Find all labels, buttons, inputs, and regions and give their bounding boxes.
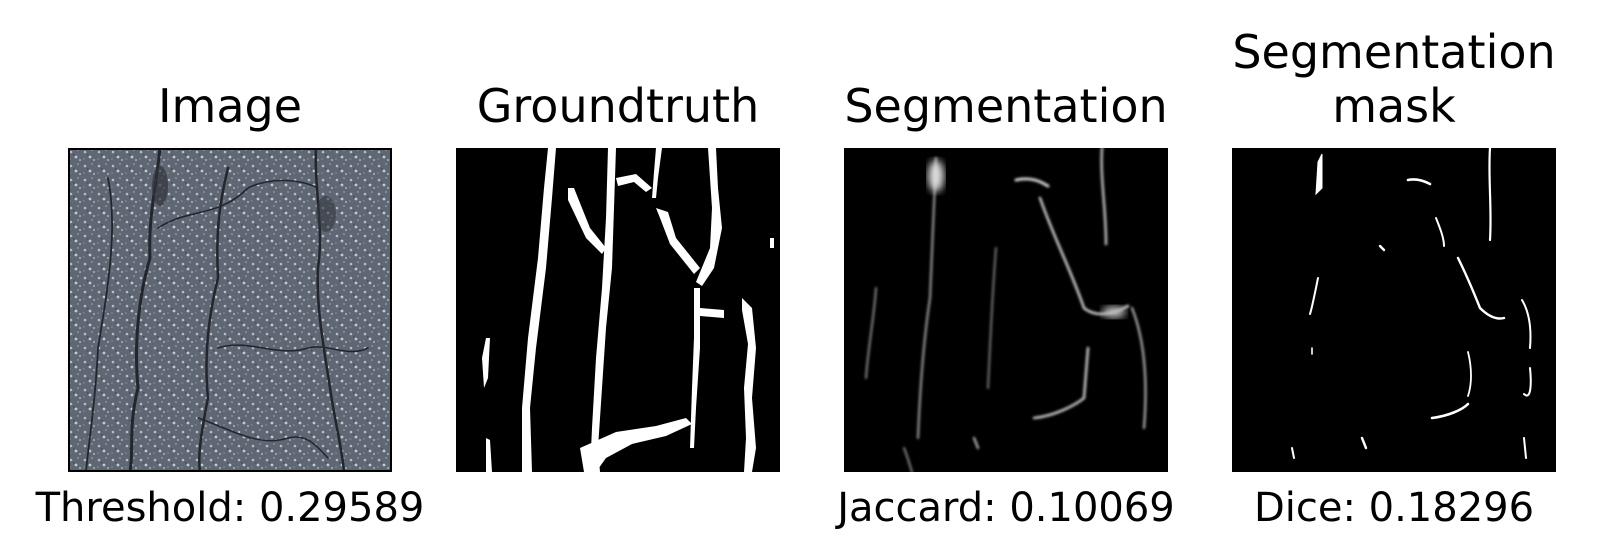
- asphalt-image: [68, 148, 392, 472]
- segmentation-mask-image: [1232, 148, 1556, 472]
- panel-title-line1: Segmentation: [1232, 25, 1556, 79]
- panel-title: Groundtruth: [476, 79, 760, 133]
- panel-image: Image: [36, 0, 425, 558]
- panel-groundtruth: Groundtruth: [438, 0, 798, 558]
- asphalt-photo: [68, 148, 392, 472]
- segmentation-heatmap: [844, 148, 1168, 472]
- groundtruth-mask: [456, 148, 780, 472]
- jaccard-caption: Jaccard: 0.10069: [837, 485, 1175, 531]
- panel-title-line2: mask: [1332, 79, 1456, 133]
- dice-caption: Dice: 0.18296: [1253, 485, 1535, 531]
- panel-segmentation-mask: Segmentation mask Dice:: [1214, 0, 1574, 558]
- binary-mask: [1232, 148, 1556, 472]
- panel-title: Segmentation: [844, 79, 1168, 133]
- groundtruth-image: [456, 148, 780, 472]
- segmentation-image: [844, 148, 1168, 472]
- panel-title: Image: [157, 79, 303, 133]
- threshold-caption: Threshold: 0.29589: [35, 485, 425, 531]
- panel-segmentation: Segmentation Jaccard: 0.1: [826, 0, 1186, 558]
